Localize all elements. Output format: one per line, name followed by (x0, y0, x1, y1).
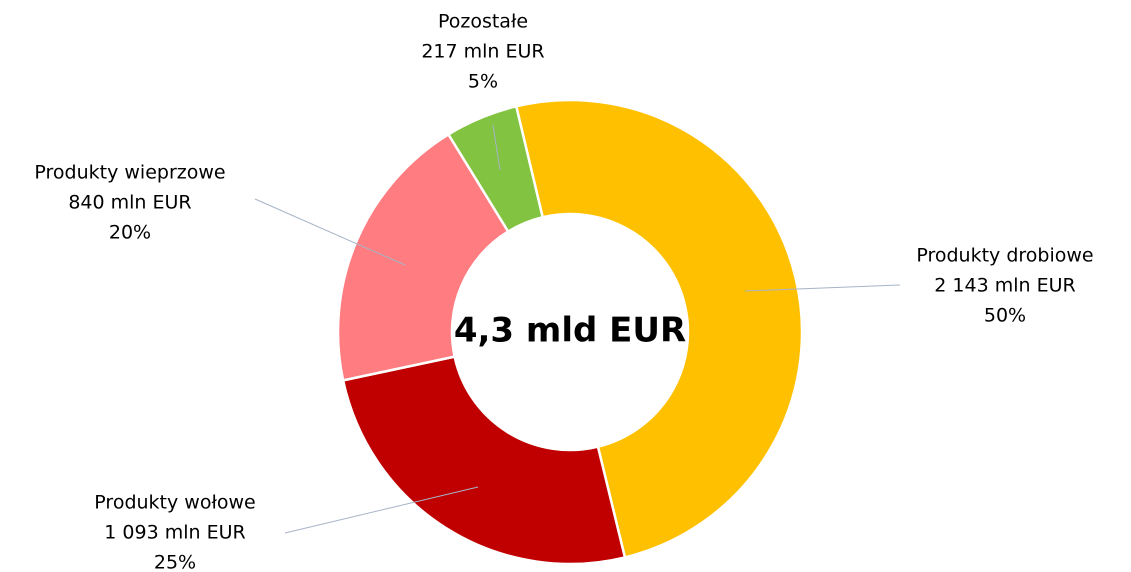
donut-slice (514, 98, 804, 559)
value-label: 217 mln EUR (421, 41, 544, 63)
category-label: Produkty drobiowe (916, 245, 1093, 267)
value-label: 1 093 mln EUR (104, 522, 245, 544)
percent-label: 5% (468, 71, 498, 93)
value-label: 840 mln EUR (68, 192, 191, 214)
leader-line (254, 198, 406, 266)
percent-label: 20% (109, 222, 151, 244)
value-label: 2 143 mln EUR (934, 275, 1075, 297)
category-label: Pozostałe (438, 11, 528, 33)
percent-label: 25% (154, 552, 196, 572)
category-label: Produkty wołowe (94, 492, 255, 514)
category-label: Produkty wieprzowe (34, 162, 225, 184)
donut-slice (336, 132, 510, 382)
donut-slice (341, 355, 627, 566)
leader-line (284, 486, 479, 534)
leader-line (492, 124, 501, 171)
donut-slice (446, 104, 545, 234)
leader-line (744, 284, 901, 292)
center-label: 4,3 mld EUR (454, 311, 686, 351)
percent-label: 50% (984, 305, 1026, 327)
